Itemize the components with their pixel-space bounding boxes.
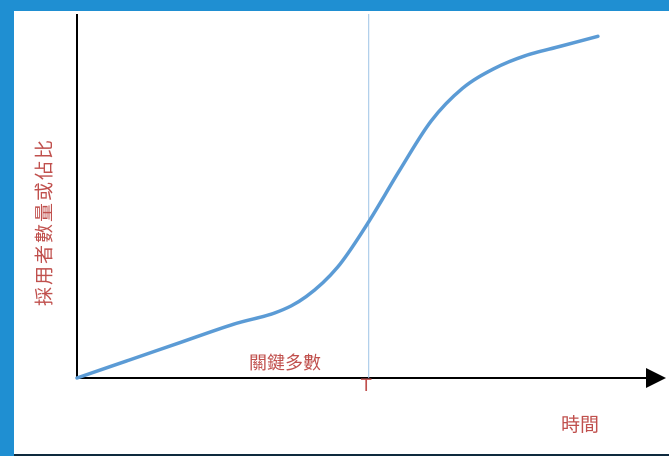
x-axis-label: 時間 (561, 414, 600, 436)
critical-mass-label: 關鍵多數 (249, 353, 321, 374)
chart-frame (14, 11, 669, 456)
frame-shadow (14, 454, 669, 456)
y-axis-label: 採用者數量或佔比 (33, 137, 56, 307)
adoption-curve (75, 34, 600, 380)
t-marker-label: T (361, 376, 372, 396)
